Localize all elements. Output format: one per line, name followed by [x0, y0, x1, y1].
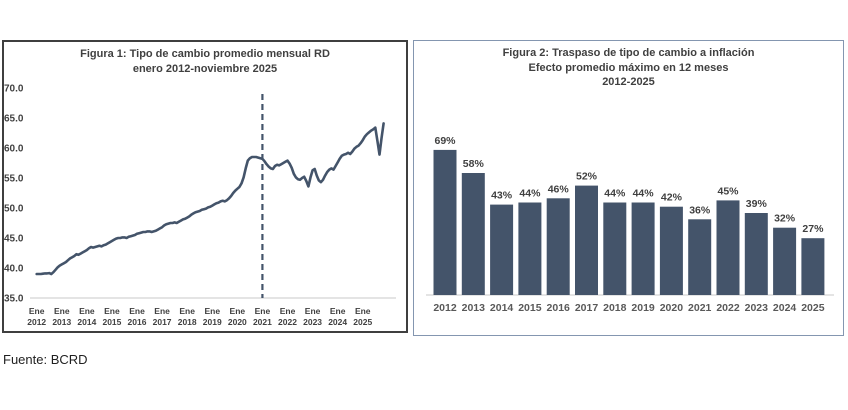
x-axis-tick-month: Ene	[154, 306, 170, 316]
figure2-title: Figura 2: Traspaso de tipo de cambio a i…	[414, 41, 843, 90]
bar-value-label: 42%	[661, 191, 683, 203]
x-axis-tick-month: Ene	[330, 306, 346, 316]
y-axis-tick-label: 35.0	[4, 294, 24, 305]
x-axis-tick-year: 2020	[228, 317, 247, 327]
bar-value-label: 44%	[633, 187, 655, 199]
bar-2021	[688, 218, 712, 295]
bar-value-label: 27%	[802, 223, 824, 235]
exchange-rate-series-line	[35, 122, 385, 276]
bar-value-label: 44%	[604, 187, 626, 199]
bar-2014	[490, 204, 514, 295]
bar-value-label: 39%	[746, 198, 768, 210]
figure1-plot: 35.040.045.050.055.060.065.070.0Ene2012E…	[4, 84, 396, 327]
bar-year-label: 2013	[462, 302, 486, 314]
x-axis-tick-year: 2014	[77, 317, 96, 327]
x-axis-tick-month: Ene	[355, 306, 371, 316]
bar-2015	[518, 202, 542, 295]
bar-value-label: 43%	[491, 189, 513, 201]
bar-2020	[659, 206, 683, 295]
x-axis-tick-month: Ene	[280, 306, 296, 316]
x-axis-tick-month: Ene	[255, 306, 271, 316]
bar-2013	[461, 172, 485, 295]
x-axis-tick-year: 2016	[128, 317, 147, 327]
bar-2022	[716, 199, 740, 295]
bar-year-label: 2015	[518, 302, 542, 314]
figure1-title-line1: Figura 1: Tipo de cambio promedio mensua…	[80, 48, 330, 60]
y-axis-tick-label: 65.0	[4, 114, 24, 125]
x-axis-tick-month: Ene	[204, 306, 220, 316]
bar-year-label: 2020	[660, 302, 684, 314]
y-axis-tick-label: 60.0	[4, 144, 24, 155]
bar-value-label: 69%	[434, 134, 456, 146]
x-axis-tick-month: Ene	[29, 306, 45, 316]
bar-year-label: 2022	[716, 302, 740, 314]
bar-value-label: 36%	[689, 204, 711, 216]
bar-2023	[744, 212, 768, 295]
x-axis-tick-month: Ene	[179, 306, 195, 316]
x-axis-tick-month: Ene	[79, 306, 95, 316]
bar-value-label: 52%	[576, 170, 598, 182]
y-axis-tick-label: 50.0	[4, 204, 24, 215]
x-axis-tick-year: 2018	[178, 317, 197, 327]
x-axis-tick-year: 2015	[102, 317, 121, 327]
bar-2012	[433, 149, 457, 295]
bar-2019	[631, 202, 655, 295]
bar-year-label: 2021	[688, 302, 712, 314]
bar-year-label: 2017	[575, 302, 599, 314]
bar-year-label: 2024	[773, 302, 797, 314]
y-axis-tick-label: 55.0	[4, 174, 24, 185]
source-note: Fuente: BCRD	[3, 352, 88, 367]
x-axis-tick-year: 2013	[52, 317, 71, 327]
x-axis-tick-month: Ene	[54, 306, 70, 316]
figure1-title: Figura 1: Tipo de cambio promedio mensua…	[4, 42, 406, 76]
bar-2024	[773, 227, 797, 295]
figure2-passthrough-chart: Figura 2: Traspaso de tipo de cambio a i…	[413, 40, 844, 336]
bar-year-label: 2019	[631, 302, 655, 314]
bar-2018	[603, 202, 627, 295]
y-axis-tick-label: 40.0	[4, 264, 24, 275]
x-axis-tick-year: 2023	[303, 317, 322, 327]
figure1-exchange-rate-chart: Figura 1: Tipo de cambio promedio mensua…	[2, 40, 408, 333]
y-axis-tick-label: 70.0	[4, 84, 24, 95]
bar-2017	[575, 185, 598, 295]
bar-value-label: 46%	[548, 183, 570, 195]
figure2-title-line3: 2012-2025	[602, 76, 655, 88]
x-axis-tick-month: Ene	[230, 306, 246, 316]
bar-year-label: 2025	[801, 302, 825, 314]
bar-year-label: 2023	[745, 302, 769, 314]
bar-year-label: 2012	[433, 302, 457, 314]
bar-year-label: 2018	[603, 302, 627, 314]
bar-2025	[801, 237, 825, 295]
y-axis-tick-label: 45.0	[4, 234, 24, 245]
x-axis-tick-year: 2022	[278, 317, 297, 327]
bar-value-label: 58%	[463, 158, 485, 170]
bar-value-label: 44%	[519, 187, 541, 199]
x-axis-tick-year: 2019	[203, 317, 222, 327]
figure1-title-line2: enero 2012-noviembre 2025	[132, 62, 278, 75]
x-axis-tick-month: Ene	[305, 306, 321, 316]
x-axis-tick-year: 2021	[253, 317, 272, 327]
x-axis-tick-year: 2012	[27, 317, 46, 327]
bar-value-label: 45%	[717, 185, 739, 197]
bar-year-label: 2014	[490, 302, 514, 314]
figure2-title-line1: Figura 2: Traspaso de tipo de cambio a i…	[502, 47, 755, 59]
bar-2016	[546, 197, 570, 295]
figure2-title-line2: Efecto promedio máximo en 12 meses	[528, 61, 729, 74]
x-axis-tick-year: 2024	[328, 317, 347, 327]
figure2-plot: 69% 2012 58% 2013 43% 2014 44% 2015 46% 2016 52% 20…	[426, 134, 834, 314]
x-axis-tick-year: 2025	[353, 317, 372, 327]
bar-value-label: 32%	[774, 212, 796, 224]
x-axis-tick-month: Ene	[129, 306, 145, 316]
x-axis-tick-year: 2017	[153, 317, 172, 327]
x-axis-tick-month: Ene	[104, 306, 120, 316]
bar-year-label: 2016	[547, 302, 571, 314]
